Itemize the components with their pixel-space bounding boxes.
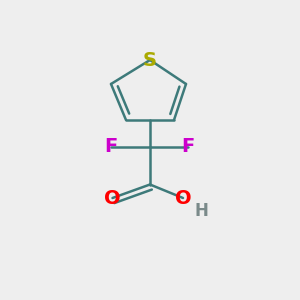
Text: F: F (181, 137, 194, 157)
Text: O: O (104, 188, 121, 208)
Text: F: F (104, 137, 118, 157)
Text: S: S (143, 50, 157, 70)
Text: O: O (175, 188, 191, 208)
Text: H: H (194, 202, 208, 220)
